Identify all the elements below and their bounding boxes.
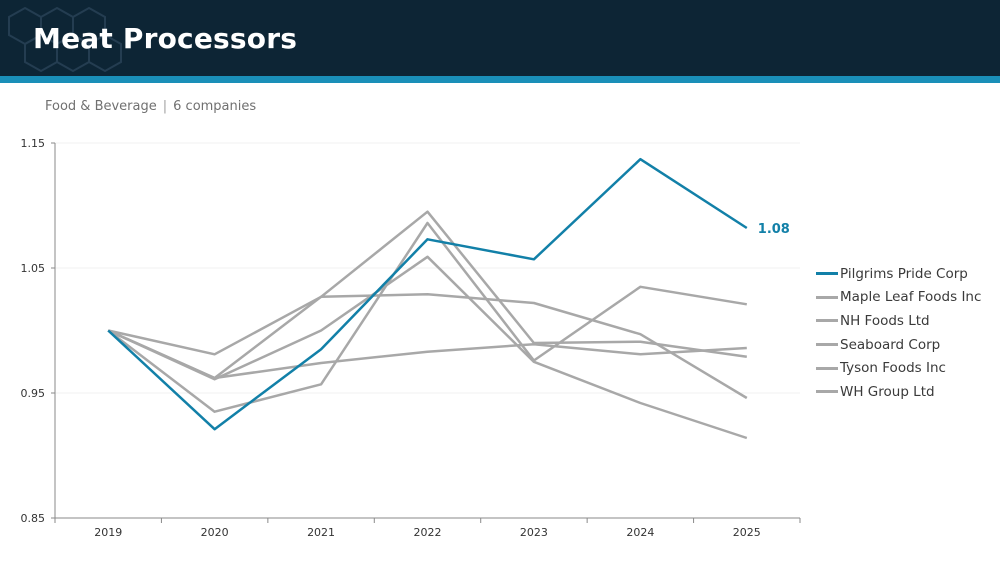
legend-label: Maple Leaf Foods Inc — [840, 289, 982, 306]
accent-bar — [0, 76, 1000, 83]
header-banner: Meat Processors — [0, 0, 1000, 76]
legend-swatch — [816, 272, 838, 276]
y-tick-label: 0.85 — [21, 512, 46, 525]
subtitle-separator: | — [162, 99, 168, 114]
legend-item: Maple Leaf Foods Inc — [816, 286, 996, 310]
legend-label: WH Group Ltd — [840, 383, 935, 400]
legend-label: NH Foods Ltd — [840, 312, 930, 329]
page-subtitle: Food & Beverage | 6 companies — [45, 99, 256, 114]
sector-label: Food & Beverage — [45, 99, 157, 114]
series-line-tyson-foods-inc — [107, 255, 748, 440]
y-tick-label: 1.05 — [21, 262, 46, 275]
x-tick-label: 2021 — [307, 526, 335, 539]
series-line-wh-group-ltd — [107, 329, 747, 380]
legend-item: NH Foods Ltd — [816, 309, 996, 333]
series-line-seaboard-corp — [107, 210, 747, 359]
y-tick-label: 0.95 — [21, 387, 46, 400]
end-value-label: 1.08 — [758, 222, 790, 237]
legend-item: Tyson Foods Inc — [816, 356, 996, 380]
x-tick-label: 2019 — [94, 526, 122, 539]
legend-swatch — [816, 366, 838, 370]
legend-swatch — [816, 319, 838, 323]
series-line-nh-foods-ltd — [107, 221, 748, 413]
x-tick-label: 2020 — [201, 526, 229, 539]
legend-label: Pilgrims Pride Corp — [840, 265, 968, 282]
legend-item: WH Group Ltd — [816, 380, 996, 404]
page-title: Meat Processors — [33, 22, 298, 55]
x-tick-label: 2024 — [626, 526, 654, 539]
x-tick-label: 2022 — [414, 526, 442, 539]
legend-label: Tyson Foods Inc — [840, 360, 946, 377]
legend-item: Seaboard Corp — [816, 333, 996, 357]
x-tick-label: 2025 — [733, 526, 761, 539]
hexagon-pattern-icon — [8, 6, 122, 73]
series-line-pilgrims-pride-corp — [107, 157, 748, 431]
legend-swatch — [816, 343, 838, 347]
company-count: 6 companies — [173, 99, 257, 114]
legend-item: Pilgrims Pride Corp — [816, 262, 996, 286]
legend-swatch — [816, 295, 838, 299]
legend-label: Seaboard Corp — [840, 336, 941, 353]
legend-swatch — [816, 390, 838, 394]
x-tick-label: 2023 — [520, 526, 548, 539]
chart-legend: Pilgrims Pride Corp Maple Leaf Foods Inc N… — [816, 262, 996, 404]
series-line-maple-leaf-foods-inc — [107, 293, 748, 400]
y-tick-label: 1.15 — [21, 137, 46, 150]
